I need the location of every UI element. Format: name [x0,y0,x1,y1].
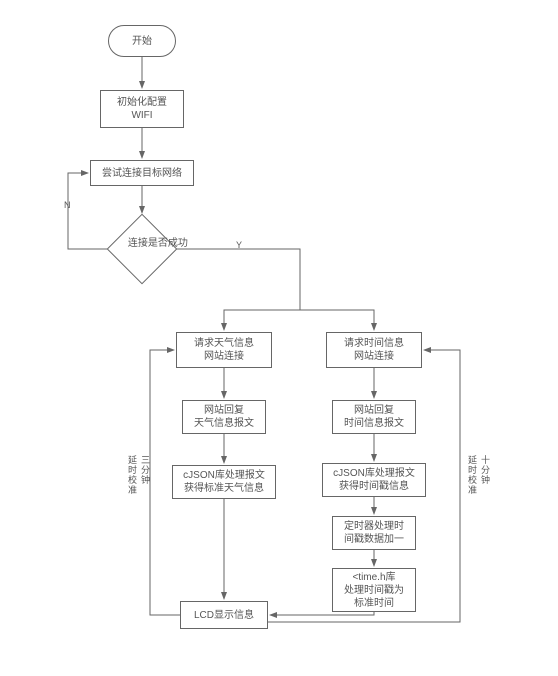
lcd-label: LCD显示信息 [194,609,254,622]
edge-no-label: N [64,200,71,210]
node-weather-json: cJSON库处理报文获得标准天气信息 [172,465,276,499]
node-weather-resp: 网站回复天气信息报文 [182,400,266,434]
timeh-label: <time.h库处理时间戳为标准时间 [344,571,404,610]
node-start: 开始 [108,25,176,57]
decision-label: 连接是否成功 [128,234,188,249]
node-time-json: cJSON库处理报文获得时间戳信息 [322,463,426,497]
weather-req-label: 请求天气信息网站连接 [194,337,254,363]
edge-right-loop-label: 十分钟延时校准 [466,455,492,495]
node-lcd: LCD显示信息 [180,601,268,629]
timer-label: 定时器处理时间戳数据加一 [344,520,404,546]
node-weather-req: 请求天气信息网站连接 [176,332,272,368]
time-resp-label: 网站回复时间信息报文 [344,404,404,430]
node-timeh: <time.h库处理时间戳为标准时间 [332,568,416,612]
try-connect-label: 尝试连接目标网络 [102,167,182,180]
node-timer: 定时器处理时间戳数据加一 [332,516,416,550]
node-init-wifi: 初始化配置WIFI [100,90,184,128]
weather-resp-label: 网站回复天气信息报文 [194,404,254,430]
time-json-label: cJSON库处理报文获得时间戳信息 [333,467,415,493]
node-decision: 连接是否成功 [107,214,178,285]
start-label: 开始 [132,35,152,48]
node-try-connect: 尝试连接目标网络 [90,160,194,186]
node-time-req: 请求时间信息网站连接 [326,332,422,368]
time-req-label: 请求时间信息网站连接 [344,337,404,363]
node-time-resp: 网站回复时间信息报文 [332,400,416,434]
edge-yes-label: Y [236,240,242,250]
weather-json-label: cJSON库处理报文获得标准天气信息 [183,469,265,495]
edge-left-loop-label: 三分钟延时校准 [126,455,152,495]
flow-arrows [0,0,558,676]
init-wifi-label: 初始化配置WIFI [117,96,167,122]
